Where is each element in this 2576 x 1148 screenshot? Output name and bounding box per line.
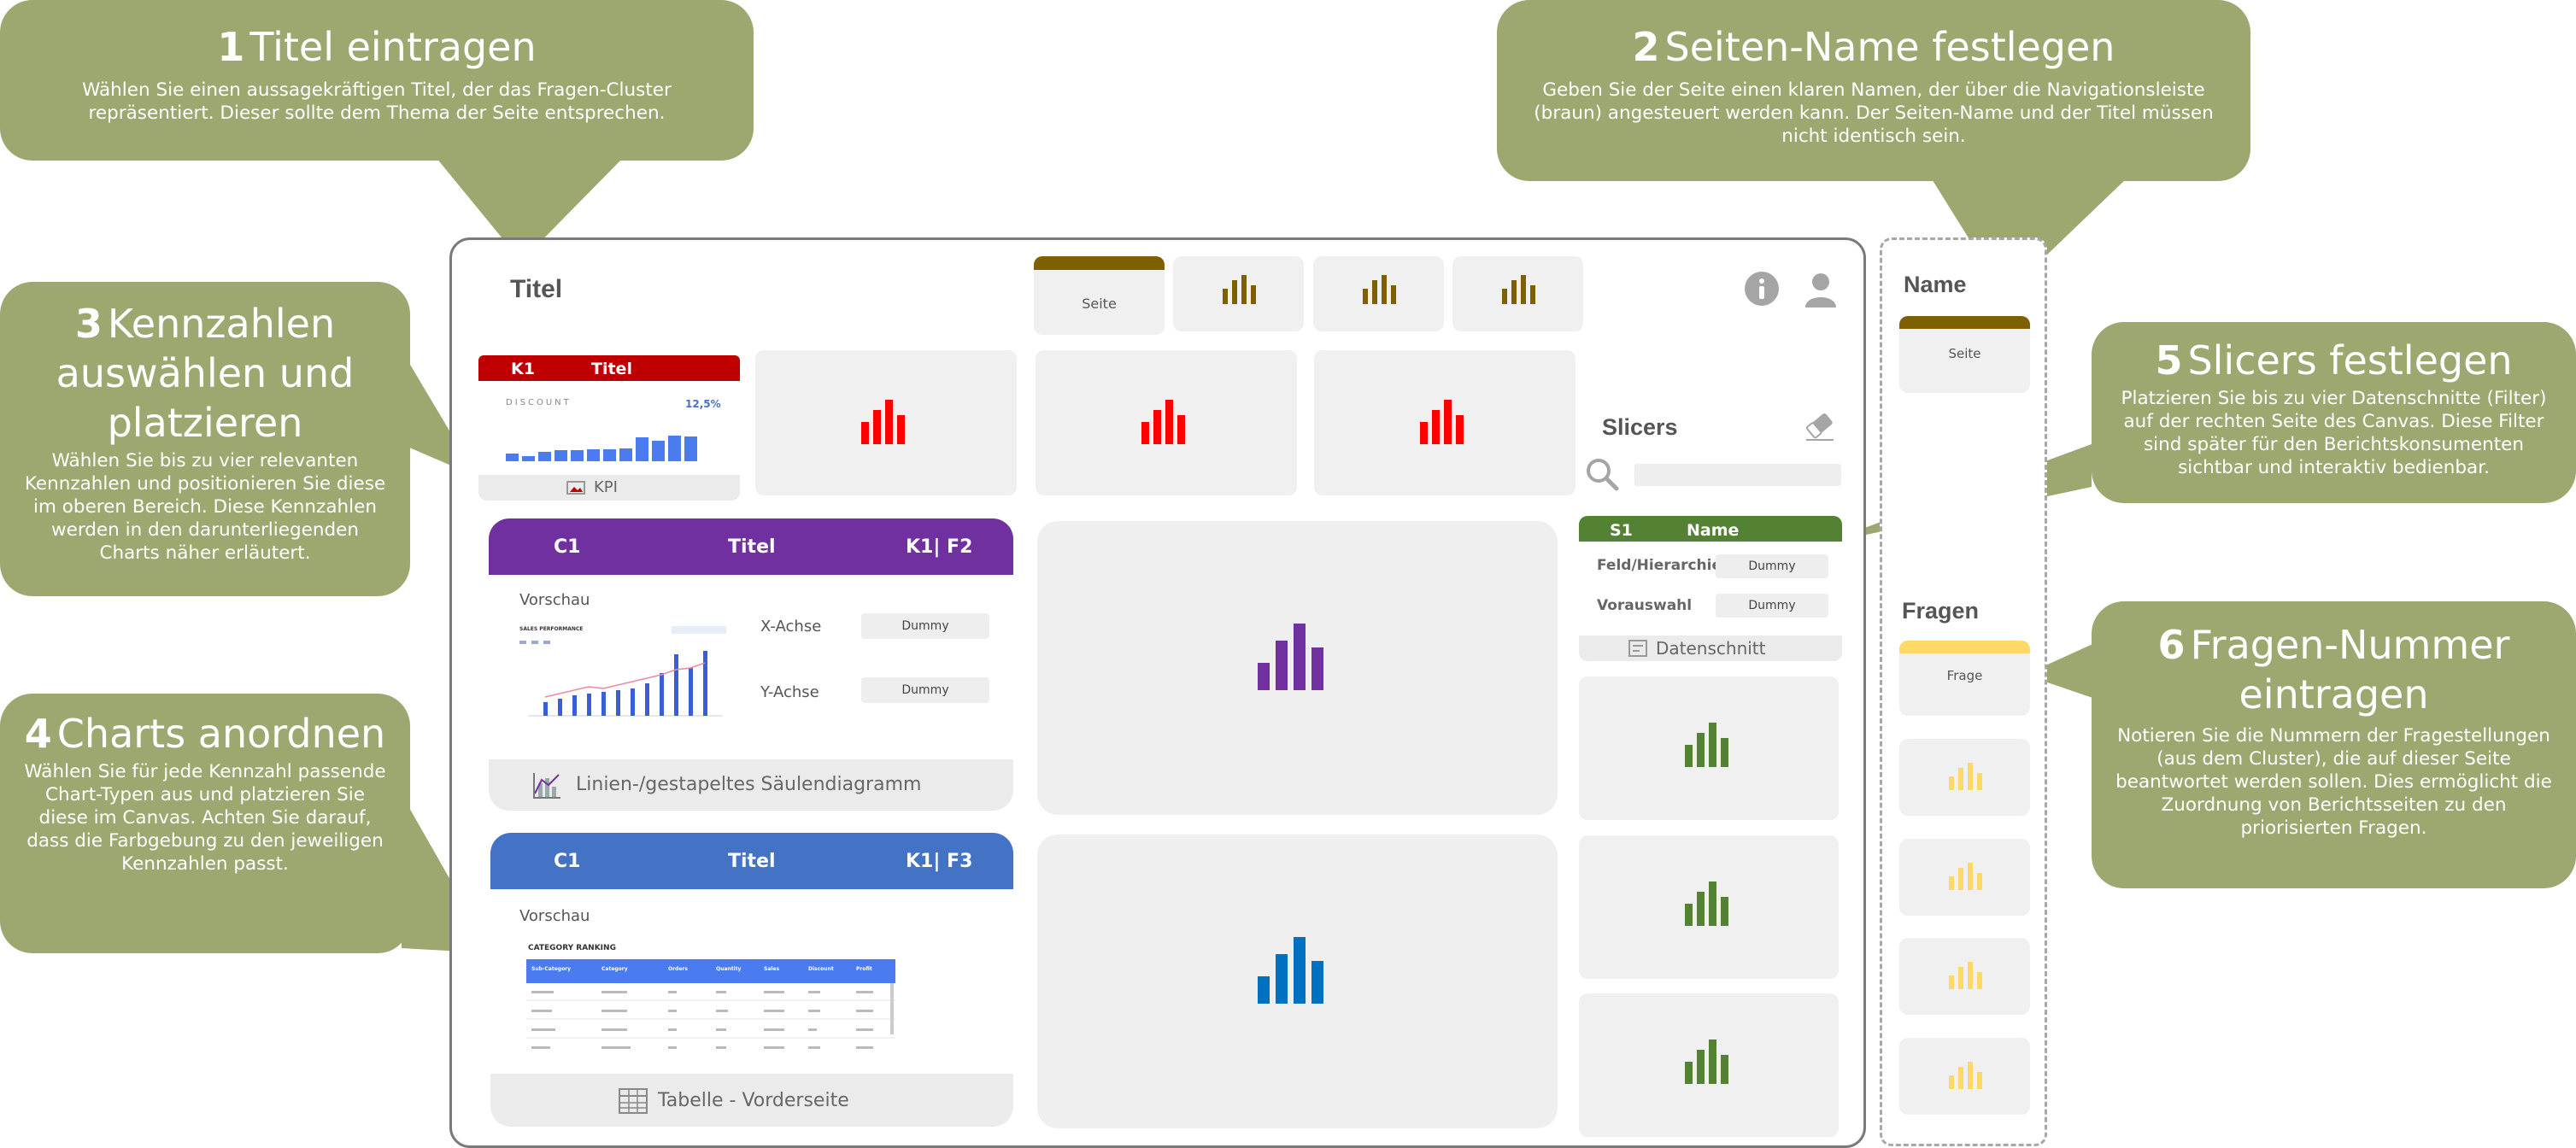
chart-icon (1420, 400, 1468, 444)
chart-card-1-preview-label: Vorschau (519, 591, 590, 609)
nav-tab-label: Seite (1082, 296, 1117, 312)
chart-icon (1141, 400, 1189, 444)
nav-tab-3[interactable] (1313, 256, 1444, 331)
mini-table-title: CATEGORY RANKING (528, 944, 616, 952)
chart-icon (1949, 863, 1986, 890)
chart-icon (1258, 937, 1329, 1004)
mini-table-header: Sub-Category Category Orders Quantity Sa… (526, 959, 895, 983)
callout-1-body: Wählen Sie einen aussagekräftigen Titel,… (82, 79, 672, 124)
chart-card-2-preview-label: Vorschau (519, 907, 590, 925)
callout-4-body: Wählen Sie für jede Kennzahl passende Ch… (24, 761, 386, 875)
callout-2-body: Geben Sie der Seite einen klaren Namen, … (1534, 79, 2214, 147)
nav-questions-title: Fragen (1902, 598, 1980, 624)
chart-icon (861, 400, 909, 444)
eraser-icon[interactable] (1803, 408, 1837, 442)
chart-card-2-footer: Tabelle - Vorderseite (490, 1074, 1013, 1127)
slicer-preset-label: Vorauswahl (1597, 597, 1693, 614)
callout-1: 1 Titel eintragen Wählen Sie einen aussag… (0, 0, 754, 161)
kpi-sparkbars (506, 432, 701, 461)
mini-table-rows (526, 983, 895, 1049)
callout-5-title: 5 Slicers festlegen (2155, 337, 2513, 384)
image-icon (566, 481, 585, 495)
kpi-header: K1 Titel (478, 355, 740, 381)
question-label: Frage (1946, 668, 1983, 683)
nav-page-label: Seite (1948, 346, 1981, 361)
slicer-preset-dummy[interactable]: Dummy (1716, 594, 1828, 618)
info-icon[interactable] (1745, 272, 1779, 306)
slicer-placeholder-2[interactable] (1579, 676, 1839, 820)
chart-icon (1685, 723, 1733, 767)
chart-placeholder-1[interactable] (1037, 521, 1558, 815)
callout-2-pointer (1931, 178, 2127, 296)
callout-5-body: Platzieren Sie bis zu vier Datenschnitte… (2121, 388, 2547, 478)
chart-card-2-header: C1 Titel K1| F3 (490, 833, 1013, 889)
nav-name-title: Name (1904, 272, 1967, 297)
chart-icon (1949, 763, 1986, 790)
question-item-3[interactable] (1899, 839, 2030, 916)
mini-line-bar-chart (519, 641, 723, 717)
slicer-header: S1 Name (1579, 516, 1842, 542)
slicer-field-dummy[interactable]: Dummy (1716, 554, 1828, 578)
chart-card-1-footer: Linien-/gestapeltes Säulendiagramm (489, 759, 1013, 811)
kpi-placeholder-4[interactable] (1314, 350, 1576, 495)
callout-6: 6 Fragen-Nummer eintragen Notieren Sie di… (2092, 601, 2576, 888)
kpi-metric-value: 12,5% (685, 398, 721, 410)
user-icon[interactable] (1804, 272, 1837, 308)
callout-6-pointer (2025, 641, 2100, 700)
nav-page-tab[interactable]: Seite (1899, 316, 2030, 393)
chart-icon (1685, 1040, 1733, 1084)
chart-icon (1223, 275, 1260, 304)
callout-1-pointer (436, 157, 624, 261)
x-axis-dummy-field[interactable]: Dummy (861, 613, 989, 639)
search-icon[interactable] (1585, 457, 1619, 491)
kpi-metric-label: DISCOUNT (506, 398, 572, 407)
nav-tab-active[interactable]: Seite (1034, 256, 1165, 335)
search-input[interactable] (1634, 464, 1841, 486)
callout-3-body: Wählen Sie bis zu vier relevanten Kennza… (24, 450, 386, 564)
line-bar-chart-icon (533, 773, 560, 799)
callout-3: 3 Kennzahlen auswählen und platzieren Wäh… (0, 282, 410, 596)
chart-card-1-body[interactable] (489, 575, 1013, 759)
slicer-field-label: Feld/Hierarchie (1597, 557, 1722, 574)
chart-icon (1363, 275, 1400, 304)
question-item-2[interactable] (1899, 739, 2030, 816)
callout-4: 4 Charts anordnen Wählen Sie für jede Ken… (0, 694, 410, 953)
callout-2: 2 Seiten-Name festlegen Geben Sie der Sei… (1497, 0, 2250, 181)
page-title[interactable]: Titel (510, 275, 563, 303)
chart-icon (1258, 624, 1329, 690)
question-item-5[interactable] (1899, 1038, 2030, 1115)
callout-4-title: 4 Charts anordnen (24, 711, 386, 757)
y-axis-label: Y-Achse (760, 683, 819, 701)
slicers-title: Slicers (1602, 414, 1678, 440)
kpi-footer: KPI (478, 475, 740, 501)
chart-icon (1949, 1062, 1986, 1089)
question-item-1[interactable]: Frage (1899, 641, 2030, 716)
slicer-placeholder-3[interactable] (1579, 835, 1839, 979)
callout-6-title: 6 Fragen-Nummer eintragen (2157, 622, 2510, 718)
y-axis-dummy-field[interactable]: Dummy (861, 677, 989, 703)
chart-icon (1685, 882, 1733, 926)
mini-chart-slicer (672, 626, 726, 634)
kpi-placeholder-2[interactable] (755, 350, 1017, 495)
callout-3-title: 3 Kennzahlen auswählen und platzieren (56, 301, 355, 446)
callout-2-title: 2 Seiten-Name festlegen (1632, 24, 2115, 70)
table-icon (619, 1088, 648, 1114)
chart-icon (1502, 275, 1540, 304)
chart-placeholder-2[interactable] (1037, 835, 1558, 1128)
x-axis-label: X-Achse (760, 618, 822, 636)
slicer-icon (1628, 640, 1647, 657)
question-item-4[interactable] (1899, 938, 2030, 1015)
kpi-placeholder-3[interactable] (1036, 350, 1297, 495)
callout-6-body: Notieren Sie die Nummern der Fragestellu… (2115, 725, 2552, 839)
callout-1-title: 1 Titel eintragen (217, 24, 537, 70)
nav-tab-2[interactable] (1173, 256, 1304, 331)
chart-card-1-header: C1 Titel K1| F2 (489, 518, 1013, 575)
mini-chart-title: SALES PERFORMANCE (519, 626, 584, 632)
slicer-footer: Datenschnitt (1579, 636, 1842, 661)
callout-5: 5 Slicers festlegen Platzieren Sie bis zu… (2092, 322, 2576, 503)
chart-icon (1949, 962, 1986, 989)
slicer-placeholder-4[interactable] (1579, 993, 1839, 1137)
nav-tab-4[interactable] (1452, 256, 1583, 331)
